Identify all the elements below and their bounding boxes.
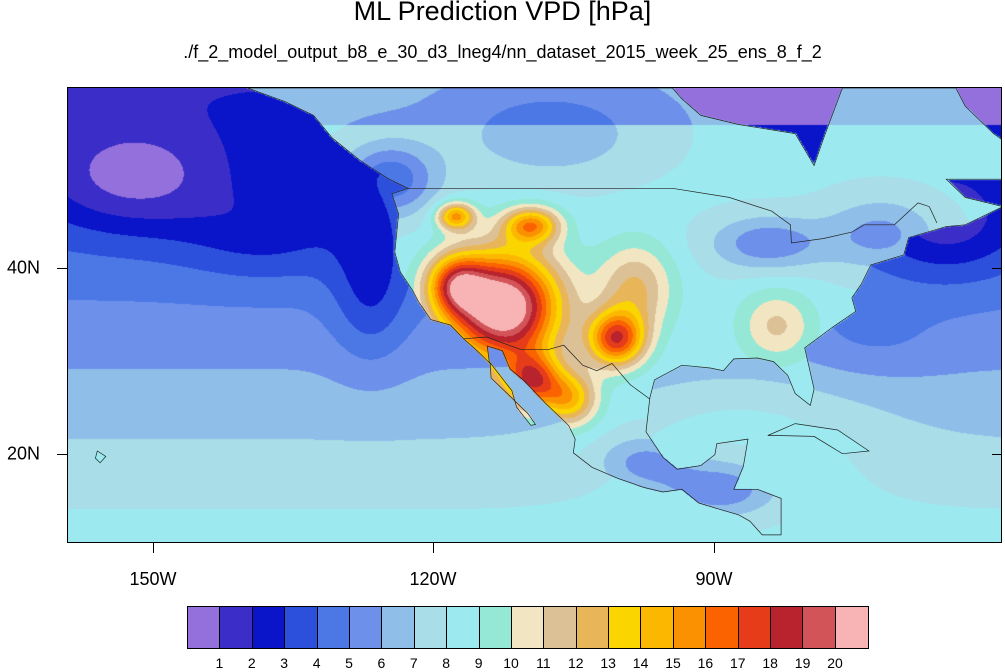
colorbar-swatch: [414, 607, 448, 648]
x-tick-120w: [433, 543, 434, 553]
colorbar-swatch: [771, 607, 804, 648]
colorbar-swatch: [673, 607, 707, 648]
colorbar-swatch: [349, 607, 383, 648]
y-label-40n: 40N: [6, 257, 40, 278]
colorbar-label: 9: [474, 655, 483, 671]
colorbar-swatch: [252, 607, 286, 648]
colorbar-label: 18: [762, 655, 778, 671]
y-tick-20n: [57, 454, 67, 455]
colorbar-swatch: [706, 607, 739, 648]
coastline: [247, 88, 1001, 536]
colorbar-label: 16: [697, 655, 714, 671]
colorbar-swatch: [738, 607, 772, 648]
colorbar-swatch: [479, 607, 512, 648]
x-tick-150w: [153, 543, 154, 553]
colorbar-swatch: [382, 607, 415, 648]
colorbar-swatch: [511, 607, 545, 648]
colorbar-label: 2: [247, 655, 256, 671]
colorbar-label: 1: [215, 655, 224, 671]
coastline: [95, 450, 107, 464]
coastline: [767, 423, 870, 455]
colorbar-swatch: [447, 607, 480, 648]
y-tick-40n: [57, 268, 67, 269]
colorbar-label: 14: [632, 655, 649, 671]
colorbar-swatch: [609, 607, 642, 648]
colorbar-label: 7: [409, 655, 418, 671]
colorbar-swatch: [641, 607, 674, 648]
colorbar-label: 13: [600, 655, 616, 671]
y-tick-20n-right: [992, 454, 1002, 455]
colorbar-swatch: [576, 607, 610, 648]
national-border: [463, 336, 651, 400]
map-title: ML Prediction VPD [hPa]: [353, 0, 652, 26]
colorbar-swatch: [188, 607, 221, 648]
x-tick-90w: [714, 543, 715, 553]
colorbar: [187, 606, 870, 649]
x-label-90w: 90W: [695, 569, 733, 589]
colorbar-label: 3: [280, 655, 289, 671]
colorbar-label: 17: [730, 655, 746, 671]
y-tick-40n-right: [992, 268, 1002, 269]
colorbar-label: 12: [568, 655, 584, 671]
colorbar-label: 11: [536, 655, 551, 671]
colorbar-label: 4: [312, 655, 321, 671]
colorbar-label: 20: [827, 655, 843, 671]
colorbar-swatch: [317, 607, 350, 648]
colorbar-swatch: [803, 607, 836, 648]
map-subtitle: ./f_2_model_output_b8_e_30_d3_lneg4/nn_d…: [183, 42, 822, 62]
vpd-map-panel: [67, 87, 1002, 543]
colorbar-label: 8: [442, 655, 451, 671]
colorbar-swatch: [285, 607, 318, 648]
colorbar-label: 5: [345, 655, 353, 671]
x-label-150w: 150W: [129, 569, 177, 589]
colorbar-label: 15: [665, 655, 681, 671]
colorbar-label: 10: [503, 655, 519, 671]
colorbar-label: 6: [377, 655, 386, 671]
x-label-120w: 120W: [409, 569, 457, 589]
vpd-contour-field: [68, 88, 1001, 542]
coastline-overlay: [95, 88, 1001, 536]
colorbar-swatch: [544, 607, 577, 648]
national-border: [408, 187, 938, 244]
colorbar-swatch: [835, 607, 869, 648]
colorbar-swatch: [220, 607, 253, 648]
colorbar-label: 19: [794, 655, 811, 671]
y-label-20n: 20N: [6, 443, 40, 464]
